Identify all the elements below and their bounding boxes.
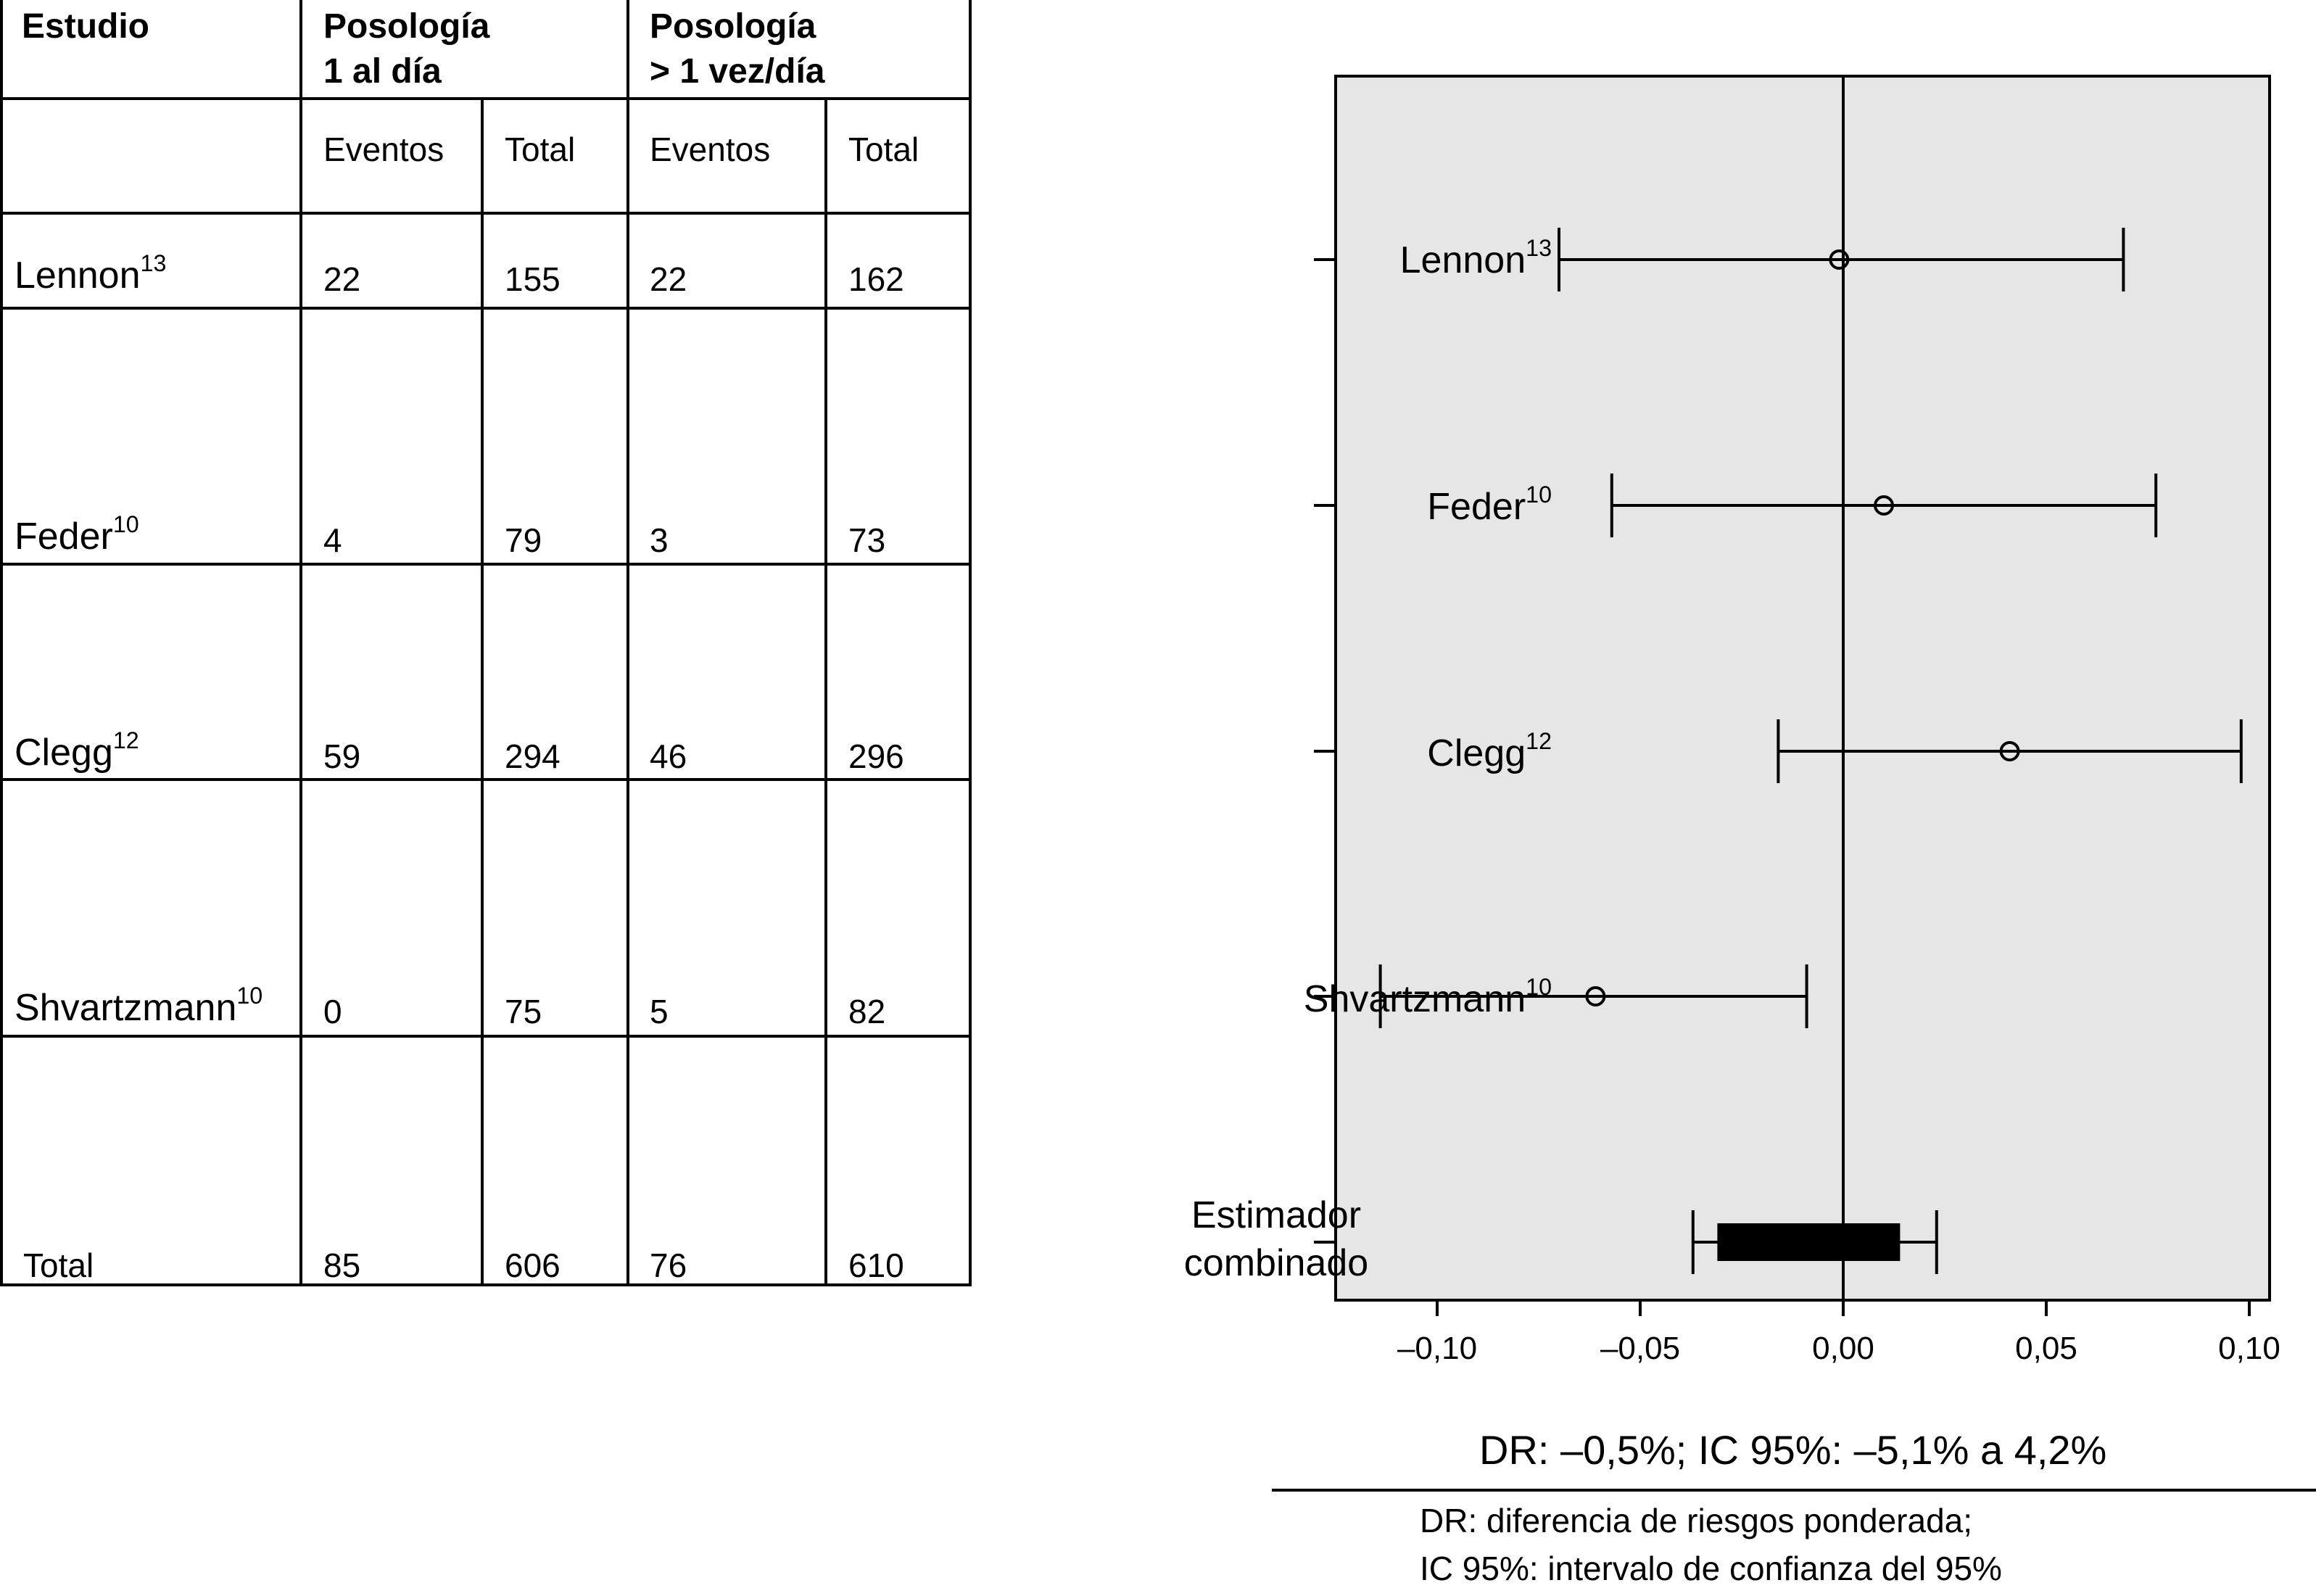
- footnote-line1: DR: diferencia de riesgos ponderada;: [1420, 1502, 1973, 1539]
- total-total-2: 610: [848, 1246, 904, 1284]
- forest-plot: Lennon13 Feder10 Clegg12 Shvartzmann10 E…: [972, 0, 2316, 1596]
- table-divider: [0, 97, 972, 100]
- row-events-2: 3: [650, 521, 669, 559]
- header-group1-line2: 1 al día: [323, 52, 442, 91]
- row-study-name: Lennon13: [15, 249, 167, 297]
- row-events-2: 22: [650, 260, 687, 298]
- header-group2: Posología > 1 vez/día: [650, 4, 824, 94]
- row-study-name: Clegg12: [15, 727, 139, 774]
- study-label-lennon: Lennon13: [1399, 234, 1552, 281]
- total-events-1: 85: [323, 1246, 361, 1284]
- total-row-label: Total: [23, 1246, 94, 1284]
- total-total-1: 606: [505, 1246, 561, 1284]
- study-label-shvartzmann: Shvartzmann10: [1303, 973, 1552, 1020]
- study-label-feder: Feder10: [1427, 481, 1552, 528]
- total-events-2: 76: [650, 1246, 687, 1284]
- row-study-name: Feder10: [15, 510, 139, 558]
- row-events-1: 59: [323, 737, 361, 775]
- row-total-2: 82: [848, 993, 886, 1030]
- row-total-2: 73: [848, 521, 886, 559]
- header-events-1: Eventos: [323, 131, 444, 168]
- x-tick-label: 0,05: [2015, 1331, 2077, 1366]
- x-tick-label: –0,10: [1397, 1331, 1478, 1366]
- row-total-1: 294: [505, 737, 561, 775]
- row-events-2: 46: [650, 737, 687, 775]
- table-border-right: [969, 0, 972, 1286]
- point-estimate: [1829, 249, 1850, 270]
- pooled-label: Estimador combinado: [1153, 1191, 1399, 1287]
- row-total-2: 162: [848, 260, 904, 298]
- point-estimate: [1999, 741, 2020, 761]
- table-divider: [299, 0, 302, 1286]
- table-divider: [824, 99, 827, 1286]
- study-label-clegg: Clegg12: [1427, 727, 1552, 774]
- header-study: Estudio: [22, 7, 149, 46]
- header-group2-line2: > 1 vez/día: [650, 52, 825, 91]
- x-tick-label: –0,05: [1600, 1331, 1681, 1366]
- row-total-1: 155: [505, 260, 561, 298]
- table-border-bottom: [0, 1283, 972, 1286]
- header-events-2: Eventos: [650, 131, 771, 168]
- row-events-2: 5: [650, 993, 669, 1030]
- row-total-1: 75: [505, 993, 542, 1030]
- x-tick-label: 0,10: [2218, 1331, 2280, 1366]
- table-border-left: [0, 0, 3, 1286]
- header-total-1: Total: [505, 131, 576, 168]
- table-divider: [626, 0, 629, 1286]
- table-divider: [0, 212, 972, 215]
- row-events-1: 22: [323, 260, 361, 298]
- point-estimate: [1874, 495, 1894, 516]
- pooled-estimate-box: [1717, 1223, 1901, 1261]
- pooled-label-line2: combinado: [1183, 1242, 1369, 1284]
- table-divider: [0, 307, 972, 310]
- table-divider: [481, 99, 484, 1286]
- row-events-1: 4: [323, 521, 342, 559]
- row-study-name: Shvartzmann10: [15, 982, 263, 1029]
- row-events-1: 0: [323, 993, 342, 1030]
- row-total-1: 79: [505, 521, 542, 559]
- header-total-2: Total: [848, 131, 919, 168]
- header-group2-line1: Posología: [650, 7, 816, 46]
- row-total-2: 296: [848, 737, 904, 775]
- header-group1: Posología 1 al día: [323, 4, 489, 94]
- table-divider: [0, 563, 972, 566]
- table-divider: [0, 1035, 972, 1038]
- plot-panel: [1334, 75, 2271, 1302]
- x-tick-label: 0,00: [1812, 1331, 1874, 1366]
- footnote-line2: IC 95%: intervalo de confianza del 95%: [1420, 1550, 2002, 1587]
- study-table: Estudio Posología 1 al día Posología > 1…: [0, 0, 972, 1286]
- point-estimate: [1585, 986, 1606, 1006]
- header-group1-line1: Posología: [323, 7, 490, 46]
- forest-plot-svg: [1272, 75, 2316, 1492]
- table-divider: [0, 778, 972, 781]
- summary-text: DR: –0,5%; IC 95%: –5,1% a 4,2%: [1479, 1427, 2107, 1473]
- pooled-label-line1: Estimador: [1191, 1194, 1362, 1236]
